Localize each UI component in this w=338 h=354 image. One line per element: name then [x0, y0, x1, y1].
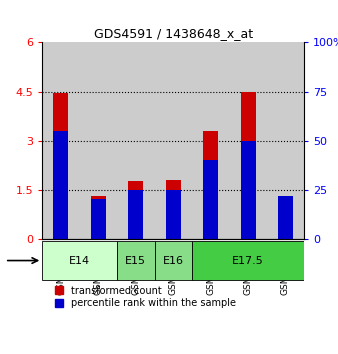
Bar: [203, 131, 218, 239]
Bar: [203, 160, 218, 239]
FancyBboxPatch shape: [192, 241, 304, 280]
Bar: [53, 93, 68, 239]
Bar: [278, 195, 293, 239]
Bar: [230, 42, 267, 239]
Bar: [241, 92, 256, 239]
FancyBboxPatch shape: [42, 241, 117, 280]
Bar: [117, 42, 154, 239]
Legend: transformed count, percentile rank within the sample: transformed count, percentile rank withi…: [55, 286, 236, 308]
Text: E16: E16: [163, 256, 184, 266]
Bar: [154, 42, 192, 239]
Bar: [166, 180, 181, 239]
Bar: [91, 196, 106, 239]
Text: E17.5: E17.5: [232, 256, 264, 266]
Bar: [80, 42, 117, 239]
Bar: [128, 182, 143, 239]
Text: E15: E15: [125, 256, 146, 266]
Bar: [53, 131, 68, 239]
Bar: [42, 42, 80, 239]
Bar: [192, 42, 230, 239]
FancyBboxPatch shape: [117, 241, 154, 280]
Bar: [241, 141, 256, 239]
Bar: [166, 190, 181, 239]
Text: E14: E14: [69, 256, 90, 266]
Bar: [91, 200, 106, 239]
Title: GDS4591 / 1438648_x_at: GDS4591 / 1438648_x_at: [94, 27, 253, 40]
Bar: [128, 190, 143, 239]
Bar: [267, 42, 304, 239]
FancyBboxPatch shape: [154, 241, 192, 280]
Bar: [278, 227, 293, 239]
